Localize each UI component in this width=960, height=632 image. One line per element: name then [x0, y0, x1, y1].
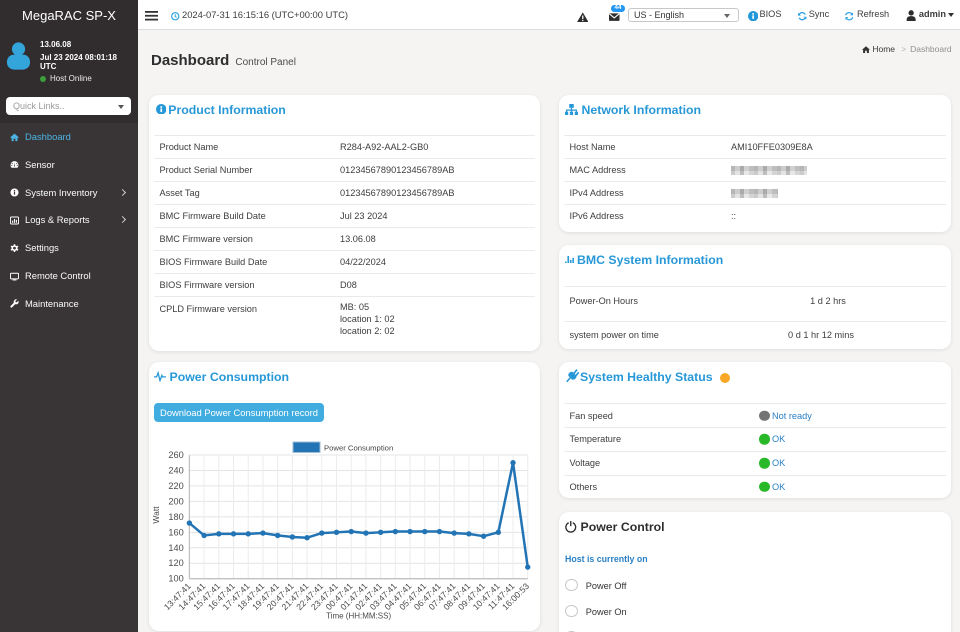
svg-text:100: 100	[168, 574, 183, 584]
svg-text:Power Consumption: Power Consumption	[324, 443, 393, 452]
svg-text:Watt: Watt	[151, 506, 161, 524]
svg-text:180: 180	[168, 512, 183, 522]
svg-text:260: 260	[168, 450, 183, 460]
svg-text:140: 140	[168, 543, 183, 553]
svg-text:240: 240	[168, 465, 183, 475]
svg-text:220: 220	[168, 481, 183, 491]
svg-text:160: 160	[168, 527, 183, 537]
svg-text:120: 120	[168, 558, 183, 568]
svg-text:Time (HH:MM:SS): Time (HH:MM:SS)	[326, 612, 391, 621]
svg-text:200: 200	[168, 496, 183, 506]
